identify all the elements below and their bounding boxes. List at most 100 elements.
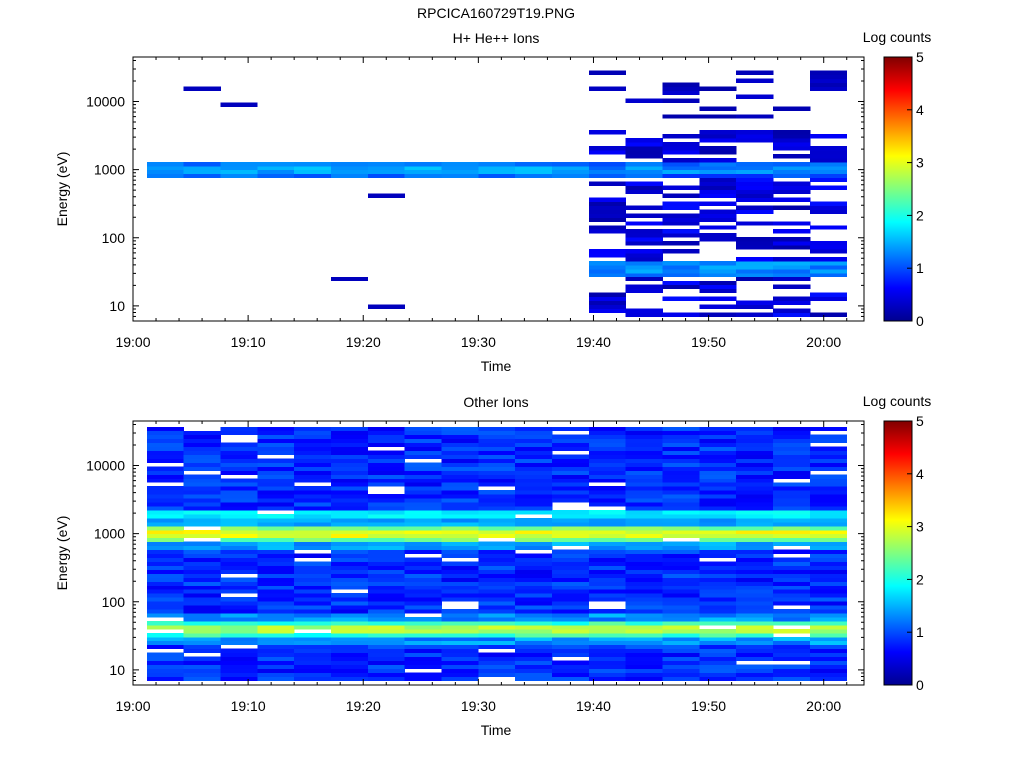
heatmap-cell <box>220 640 258 646</box>
heatmap-cell <box>773 537 811 543</box>
x-tick-label: 20:00 <box>806 334 841 350</box>
heatmap-cell <box>146 625 184 630</box>
heatmap-cell <box>773 569 811 574</box>
heatmap-cell <box>773 300 811 305</box>
heatmap-cell <box>588 261 627 266</box>
heatmap-cell <box>552 470 590 475</box>
heatmap-cell <box>331 525 369 531</box>
heatmap-cell <box>662 261 700 266</box>
heatmap-cell <box>183 482 221 487</box>
heatmap-cell <box>146 510 184 515</box>
heatmap-cell <box>588 498 627 503</box>
heatmap-cells <box>146 426 848 681</box>
heatmap-cell <box>588 486 627 491</box>
heatmap-cell <box>515 165 553 171</box>
heatmap-cell <box>257 506 295 511</box>
heatmap-cell <box>662 640 700 646</box>
heatmap-cell <box>220 442 258 447</box>
heatmap-cell <box>404 494 442 499</box>
heatmap-cell <box>146 537 184 543</box>
heatmap-cell <box>809 458 848 463</box>
x-axis-ticks: 19:00 19:10 19:20 19:30 19:40 19:50 20:00 <box>115 421 848 714</box>
heatmap-cell <box>146 601 184 606</box>
heatmap-cell <box>183 632 221 638</box>
heatmap-cell <box>404 660 442 665</box>
heatmap-cell <box>625 521 663 527</box>
heatmap-cell <box>699 525 737 531</box>
heatmap-cell <box>367 498 405 503</box>
heatmap-cell <box>441 470 479 475</box>
heatmap-cell <box>294 573 332 578</box>
heatmap-cell <box>294 636 332 642</box>
heatmap-cell <box>552 632 590 638</box>
heatmap-cell <box>146 165 184 171</box>
heatmap-cell <box>478 165 516 171</box>
heatmap-cell <box>625 605 663 610</box>
heatmap-cell <box>294 169 332 175</box>
heatmap-cell <box>146 553 184 558</box>
heatmap-cell <box>552 541 590 547</box>
heatmap-cell <box>441 589 479 594</box>
heatmap-cell <box>736 494 774 499</box>
heatmap-cell <box>331 478 369 483</box>
heatmap-cell <box>773 185 811 191</box>
heatmap-cell <box>588 625 627 630</box>
heatmap-cell <box>773 609 811 614</box>
heatmap-cell <box>736 173 774 179</box>
heatmap-cell <box>367 605 405 610</box>
heatmap-cell <box>662 502 700 507</box>
heatmap-cell <box>809 656 848 662</box>
heatmap-cell <box>367 541 405 547</box>
heatmap-cell <box>515 640 553 646</box>
heatmap-cell <box>515 577 553 582</box>
heatmap-cell <box>146 494 184 499</box>
heatmap-cell <box>662 490 700 495</box>
heatmap-cell <box>699 676 737 681</box>
heatmap-cell <box>220 430 258 436</box>
heatmap-cell <box>478 173 516 179</box>
heatmap-cell <box>294 569 332 574</box>
heatmap-cell <box>773 474 811 479</box>
heatmap-cell <box>773 490 811 495</box>
heatmap-cell <box>331 533 369 539</box>
heatmap-cell <box>183 434 221 440</box>
heatmap-cell <box>478 664 516 669</box>
heatmap-cell <box>736 312 774 317</box>
heatmap-cell <box>552 561 590 566</box>
heatmap-cell <box>773 565 811 570</box>
heatmap-cell <box>367 165 405 171</box>
heatmap-cell <box>699 466 737 471</box>
heatmap-cell <box>294 502 332 507</box>
heatmap-cell <box>441 442 479 447</box>
heatmap-cell <box>404 676 442 681</box>
heatmap-cell <box>183 478 221 483</box>
heatmap-cell <box>736 482 774 487</box>
heatmap-cell <box>257 502 295 507</box>
heatmap-cell <box>220 561 258 566</box>
heatmap-cell <box>625 478 663 483</box>
heatmap-cell <box>736 565 774 570</box>
heatmap-cell <box>404 533 442 539</box>
heatmap-cell <box>552 617 590 622</box>
heatmap-cell <box>404 636 442 642</box>
heatmap-cell <box>220 514 258 519</box>
heatmap-cell <box>588 438 627 444</box>
heatmap-cell <box>809 521 848 527</box>
heatmap-cell <box>441 617 479 622</box>
heatmap-cell <box>257 581 295 586</box>
heatmap-cell <box>183 86 221 91</box>
y-tick-label: 1000 <box>94 162 125 178</box>
heatmap-cell <box>662 86 700 91</box>
heatmap-cell <box>331 458 369 463</box>
heatmap-cell <box>773 628 811 634</box>
heatmap-cell <box>183 585 221 590</box>
heatmap-cell <box>736 466 774 471</box>
heatmap-cell <box>773 173 811 179</box>
heatmap-cell <box>257 676 295 681</box>
heatmap-cell <box>294 581 332 586</box>
heatmap-cell <box>441 565 479 570</box>
heatmap-cell <box>773 229 811 234</box>
heatmap-cell <box>625 138 663 143</box>
heatmap-cell <box>809 225 848 230</box>
heatmap-cell <box>699 482 737 487</box>
